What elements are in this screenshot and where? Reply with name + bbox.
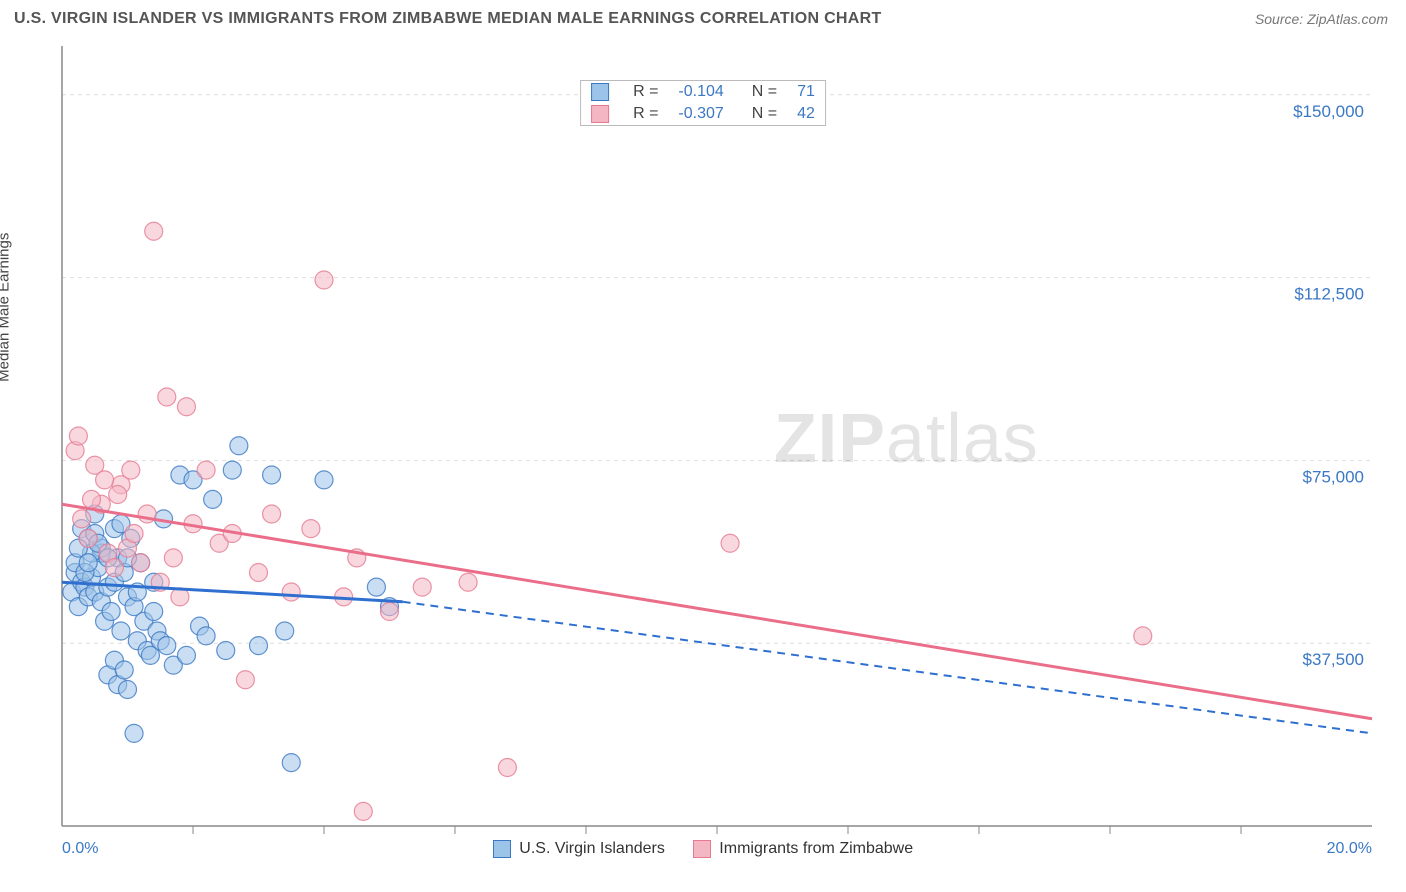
svg-text:$75,000: $75,000 bbox=[1303, 467, 1364, 486]
scatter-plot: $37,500 $75,000 $112,500 $150,000 bbox=[14, 38, 1392, 858]
svg-text:$112,500: $112,500 bbox=[1294, 285, 1364, 304]
correlation-legend: R =-0.104N =71R =-0.307N =42 bbox=[580, 80, 826, 126]
chart-title: U.S. VIRGIN ISLANDER VS IMMIGRANTS FROM … bbox=[14, 10, 882, 28]
svg-text:$150,000: $150,000 bbox=[1293, 102, 1364, 121]
svg-text:$37,500: $37,500 bbox=[1303, 650, 1364, 669]
series-legend: U.S. Virgin Islanders Immigrants from Zi… bbox=[14, 840, 1392, 858]
y-axis-label: Median Male Earnings bbox=[0, 233, 13, 382]
chart-area: Median Male Earnings $37,500$75,000$112,… bbox=[14, 38, 1392, 858]
source-label: Source: ZipAtlas.com bbox=[1255, 11, 1388, 27]
